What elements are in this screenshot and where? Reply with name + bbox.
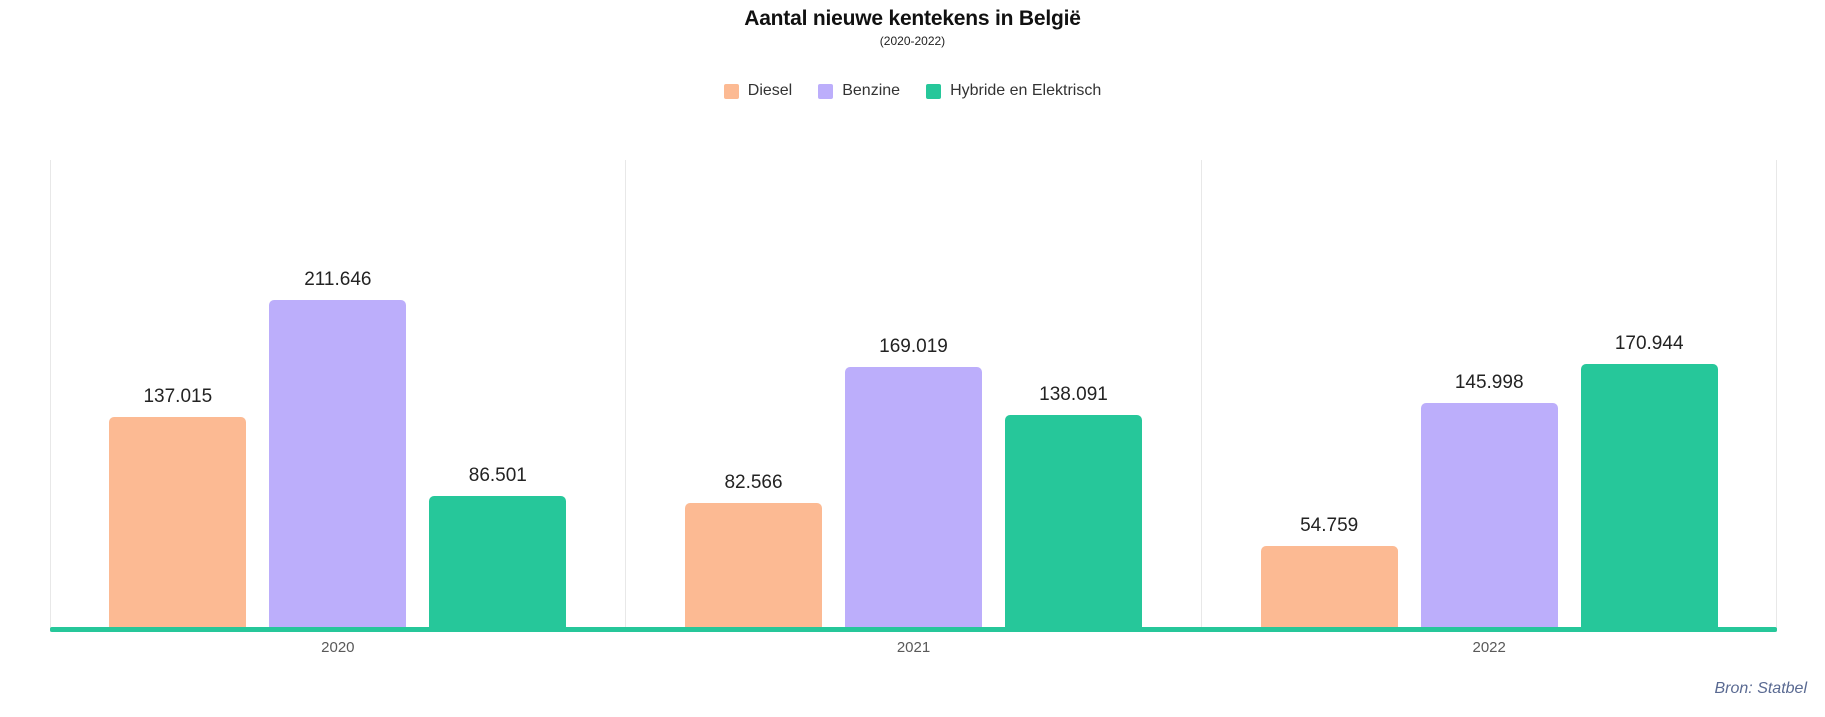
chart-legend: Diesel Benzine Hybride en Elektrisch [0,82,1825,100]
legend-label-diesel: Diesel [747,82,793,99]
bar-item: 138.091 [1005,160,1142,632]
group-divider-2 [1201,160,1202,632]
axis-baseline [50,627,1777,632]
bar-value-label: 170.944 [1614,332,1684,354]
bar-item: 86.501 [429,160,567,632]
bar-diesel[interactable] [685,502,822,632]
bar-value-label: 54.759 [1300,515,1359,537]
bar-value-label: 169.019 [879,335,948,357]
legend-swatch-diesel [723,83,739,99]
chart-subtitle: (2020-2022) [879,34,946,48]
legend-label-benzine: Benzine [842,82,901,99]
category-label-2021: 2021 [896,639,931,656]
bar-group-bars: 82.566 169.019 138.091 [626,160,1202,632]
bar-value-label: 82.566 [724,471,783,493]
bar-benzine[interactable] [845,366,982,632]
legend-item-benzine[interactable]: Benzine [818,82,900,100]
bar-hybride-en-elektrisch[interactable] [1580,363,1718,632]
title-block: Aantal nieuwe kentekens in België (2020-… [0,6,1825,49]
bar-hybride-en-elektrisch[interactable] [1005,415,1142,632]
bar-item: 82.566 [685,160,822,632]
bar-group-bars: 137.015 211.646 86.501 [50,160,626,632]
bar-diesel[interactable] [1260,546,1398,632]
group-divider-left [50,160,51,632]
category-axis: 2020 2021 2022 [50,638,1777,658]
bar-group-2021: 82.566 169.019 138.091 [626,160,1202,632]
bar-benzine[interactable] [269,300,407,632]
category-label-2022: 2022 [1472,639,1506,656]
source-note: Bron: Statbel [1714,680,1808,697]
group-divider-right [1776,160,1777,632]
category-label-2020: 2020 [321,639,355,656]
bar-group-2020: 137.015 211.646 86.501 [50,160,626,632]
bar-item: 169.019 [845,160,982,632]
bar-groups: 137.015 211.646 86.501 82.566 169.019 138.091… [50,160,1777,632]
legend-swatch-hybride-en-elektrisch [926,83,942,99]
legend-item-diesel[interactable]: Diesel [723,82,793,100]
bar-hybride-en-elektrisch[interactable] [429,496,567,632]
bar-item: 137.015 [109,160,247,632]
bar-item: 211.646 [269,160,407,632]
bar-value-label: 211.646 [304,269,372,290]
legend-label-hybride-en-elektrisch: Hybride en Elektrisch [950,82,1102,99]
bar-value-label: 138.091 [1039,384,1108,406]
chart-title: Aantal nieuwe kentekens in België [744,7,1081,30]
bar-item: 54.759 [1260,160,1398,632]
bar-item: 170.944 [1580,160,1718,632]
plot-area: 137.015 211.646 86.501 82.566 169.019 138.091… [50,160,1777,632]
bar-group-2022: 54.759 145.998 170.944 [1201,160,1777,632]
bar-item: 145.998 [1420,160,1558,632]
group-divider-1 [625,160,626,632]
legend-item-hybride-en-elektrisch[interactable]: Hybride en Elektrisch [926,82,1101,100]
bar-benzine[interactable] [1420,403,1558,632]
bar-value-label: 145.998 [1454,372,1524,393]
legend-swatch-benzine [818,83,834,99]
bar-value-label: 137.015 [143,386,213,408]
bar-value-label: 86.501 [468,465,527,487]
bar-group-bars: 54.759 145.998 170.944 [1201,160,1777,632]
bar-diesel[interactable] [109,417,247,632]
